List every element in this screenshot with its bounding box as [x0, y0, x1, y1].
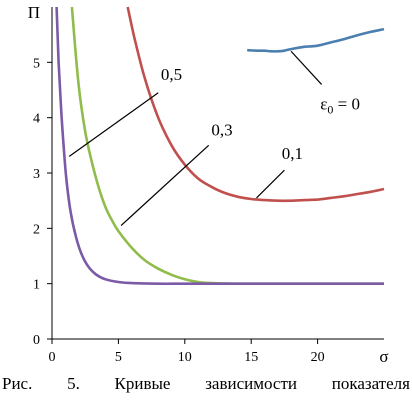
series-line-3: [55, 6, 384, 286]
annotation-pointer: [256, 169, 285, 199]
series-line-2: [70, 6, 384, 286]
y-tick-label: 5: [33, 56, 40, 71]
annotation-label-part: ε: [320, 94, 327, 113]
x-tick-label: 0: [49, 350, 56, 365]
caption-word: зависимости: [205, 374, 297, 393]
y-axis-title: П: [28, 3, 40, 22]
series-layer: [55, 6, 385, 286]
x-tick-label: 10: [178, 350, 192, 365]
annotation-label: ε0 = 0: [320, 94, 360, 116]
x-tick-label: 15: [244, 350, 258, 365]
annotation-pointer: [290, 50, 323, 85]
annotation-label: 0,3: [211, 120, 232, 139]
caption-word: 5.: [67, 374, 80, 393]
annotation-label: 0,1: [282, 144, 303, 163]
caption-word: Рис.: [2, 374, 33, 393]
y-tick-label: 2: [33, 222, 40, 237]
annotation-layer: ε0 = 0 0,1 0,3 0,5: [68, 50, 360, 227]
figure-caption: Рис. 5. Кривые зависимости показателя: [0, 374, 412, 394]
y-tick-label: 4: [33, 112, 40, 127]
axes: 0 1 2 3 4 5 0 5 10 15 20 Пσ: [28, 3, 389, 366]
y-tick-label: 3: [33, 167, 40, 182]
annotation-pointer: [68, 92, 159, 157]
caption-word: показателя: [331, 374, 410, 393]
series-line-1: [126, 6, 385, 203]
x-axis-title: σ: [379, 347, 388, 366]
annotation-label-part: = 0: [333, 94, 360, 113]
y-tick-label: 1: [33, 278, 40, 293]
annotation-label-part: 0: [327, 102, 333, 116]
caption-word: Кривые: [114, 374, 171, 393]
series-line-0: [247, 27, 385, 53]
x-tick-label: 5: [115, 350, 122, 365]
x-tick-label: 20: [311, 350, 325, 365]
annotation-label: 0,5: [161, 65, 182, 84]
y-tick-label: 0: [33, 333, 40, 348]
annotation-pointer: [120, 144, 210, 227]
